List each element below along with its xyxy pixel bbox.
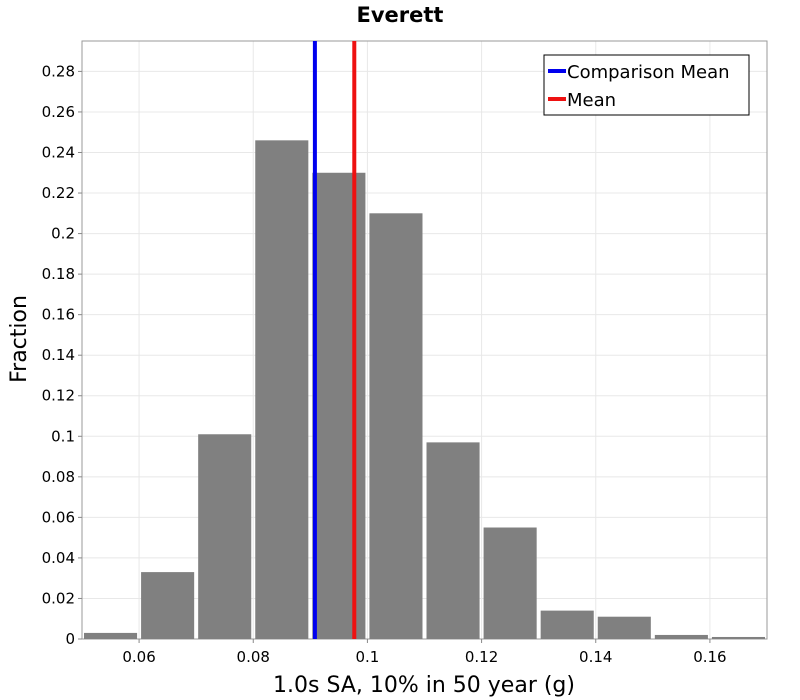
- histogram-bar: [255, 140, 309, 640]
- y-tick-label: 0.02: [42, 589, 75, 607]
- x-axis-ticks: 0.06 0.08 0.1 0.12 0.14 0.16: [122, 639, 727, 666]
- histogram-bar: [654, 634, 708, 639]
- y-tick-label: 0.14: [42, 346, 75, 364]
- y-tick-label: 0.12: [42, 387, 75, 405]
- y-tick-label: 0.18: [42, 265, 75, 283]
- histogram-bars: [84, 140, 765, 640]
- x-axis-title: 1.0s SA, 10% in 50 year (g): [273, 673, 575, 698]
- histogram-bar: [369, 213, 423, 639]
- histogram-bar: [483, 527, 537, 639]
- chart-title: Everett: [357, 3, 444, 27]
- y-tick-label: 0.22: [42, 184, 75, 202]
- reference-lines: [312, 41, 357, 639]
- histogram-bar: [312, 172, 366, 640]
- y-axis-title: Fraction: [7, 295, 32, 383]
- plot-area: [81, 40, 768, 640]
- y-axis-ticks: 0 0.02 0.04 0.06 0.08 0.1 0.12 0.14 0.16 0.18 0.2 0…: [42, 62, 82, 648]
- histogram-bar: [597, 616, 651, 639]
- x-tick-label: 0.08: [237, 648, 270, 666]
- legend-label: Comparison Mean: [567, 62, 730, 83]
- legend: Comparison Mean Mean: [543, 54, 750, 116]
- legend-box: [543, 54, 750, 116]
- histogram-bar: [198, 434, 252, 639]
- histogram-bar: [426, 442, 480, 639]
- x-tick-label: 0.1: [355, 648, 379, 666]
- x-tick-label: 0.14: [579, 648, 612, 666]
- y-tick-label: 0: [65, 630, 75, 648]
- y-tick-label: 0.04: [42, 549, 75, 567]
- legend-label: Mean: [567, 90, 616, 111]
- histogram-bar: [141, 572, 195, 639]
- histogram-bar: [711, 636, 765, 639]
- y-tick-label: 0.06: [42, 508, 75, 526]
- x-tick-label: 0.16: [693, 648, 726, 666]
- y-tick-label: 0.08: [42, 468, 75, 486]
- grid: [82, 41, 767, 640]
- y-tick-label: 0.24: [42, 143, 75, 161]
- y-tick-label: 0.16: [42, 306, 75, 324]
- y-tick-label: 0.2: [51, 225, 75, 243]
- y-tick-label: 0.28: [42, 62, 75, 80]
- y-tick-label: 0.26: [42, 103, 75, 121]
- histogram-bar: [540, 610, 594, 639]
- x-tick-label: 0.12: [465, 648, 498, 666]
- histogram-bar: [84, 632, 138, 639]
- y-tick-label: 0.1: [51, 427, 75, 445]
- x-tick-label: 0.06: [122, 648, 155, 666]
